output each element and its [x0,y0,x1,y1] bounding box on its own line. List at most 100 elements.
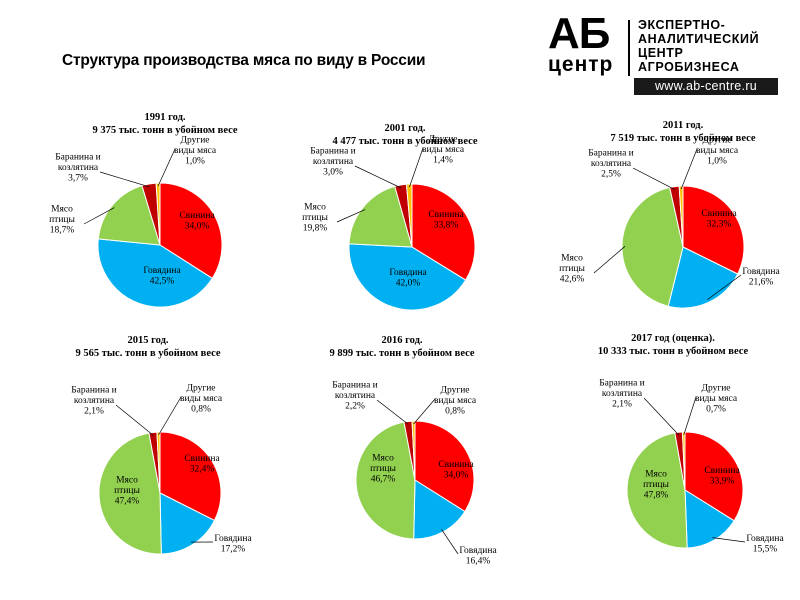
slice-name: виды мяса [695,394,738,404]
logo: АБ центр ЭКСПЕРТНО- АНАЛИТИЧЕСКИЙ ЦЕНТР … [546,12,778,96]
chart-subtitle: 4 477 тыс. тонн в убойном весе [332,136,477,147]
slice-name: Мясо [304,203,326,213]
logo-line: АГРОБИЗНЕСА [638,60,740,74]
chart-title: 2015 год. [127,335,168,346]
slice-name: Баранина и [332,381,378,391]
pie-slice [348,243,467,311]
pie-slice [159,431,222,522]
slice-percent: 42,0% [396,278,421,288]
slice-name: козлятина [58,163,99,173]
slice-name: птицы [643,480,669,490]
slice-percent: 34,0% [185,221,210,231]
leader-line [707,274,742,300]
logo-line: АНАЛИТИЧЕСКИЙ [638,32,760,46]
pie-chart: 1991 год. 9 375 тыс. тонн в убойном весе С… [49,112,238,308]
chart-title: 1991 год. [144,112,185,123]
leader-line [409,147,424,188]
logo-center: центр [548,53,614,76]
slice-name: виды мяса [434,396,477,406]
leader-line [376,399,409,425]
page-title: Структура производства мяса по виду в Ро… [62,52,426,69]
slice-percent: 3,7% [68,174,88,184]
slice-name: Свинина [428,210,464,220]
slice-percent: 3,0% [323,168,343,178]
leader-line [157,148,176,187]
chart-title: 2001 год. [384,123,425,134]
slice-percent: 1,0% [185,157,205,167]
slice-percent: 34,0% [444,470,469,480]
slice-percent: 21,6% [749,277,774,287]
pie-slice [155,182,161,246]
slice-name: Мясо [116,476,138,486]
leader-line [158,396,182,436]
slice-name: Другие [186,384,215,394]
leader-line [83,207,115,225]
slice-name: виды мяса [174,146,217,156]
pie-slice [626,432,688,549]
slice-name: Другие [702,136,731,146]
slice-percent: 19,8% [303,224,328,234]
slice-name: Мясо [372,454,394,464]
leader-line [712,537,746,543]
leader-line [632,167,675,190]
slice-name: птицы [370,464,396,474]
slice-percent: 47,4% [115,497,140,507]
slice-percent: 15,5% [753,544,778,554]
slice-name: Другие [701,384,730,394]
slice-percent: 2,5% [601,170,621,180]
logo-line: ЭКСПЕРТНО- [638,18,726,32]
slice-percent: 18,7% [50,226,75,236]
slice-name: Мясо [561,254,583,264]
slice-name: Баранина и [599,379,645,389]
slice-name: Говядина [742,267,780,277]
logo-divider [628,20,630,76]
slice-percent: 42,5% [150,276,175,286]
slice-percent: 42,6% [560,275,585,285]
slice-name: птицы [49,215,75,225]
slice-percent: 2,2% [345,402,365,412]
pie-chart: 2016 год. 9 899 тыс. тонн в убойном весе С… [329,335,497,566]
slice-name: козлятина [591,159,632,169]
pie-slice [621,186,684,307]
slice-name: Свинина [701,209,737,219]
pie-slice [684,489,735,549]
leader-line [441,529,459,555]
slice-name: Говядина [746,534,784,544]
chart-title: 2016 год. [381,335,422,346]
chart-subtitle: 10 333 тыс. тонн в убойном весе [598,346,749,357]
slice-name: Мясо [645,470,667,480]
logo-ab: АБ [548,9,610,58]
slice-percent: 0,8% [191,405,211,415]
slice-name: Другие [428,135,457,145]
slice-percent: 0,8% [445,407,465,417]
slice-name: виды мяса [180,394,223,404]
leader-line [413,398,436,425]
slice-name: Другие [440,386,469,396]
slice-percent: 32,3% [707,219,732,229]
pie-slice [98,432,162,555]
chart-title: 2011 год. [663,120,704,131]
slice-name: Баранина и [588,149,634,159]
chart-subtitle: 9 375 тыс. тонн в убойном весе [92,125,237,136]
slice-percent: 2,1% [84,407,104,417]
slice-name: виды мяса [422,145,465,155]
pie-slice [667,246,739,309]
pie-slice [355,421,416,540]
slice-percent: 16,4% [466,556,491,566]
